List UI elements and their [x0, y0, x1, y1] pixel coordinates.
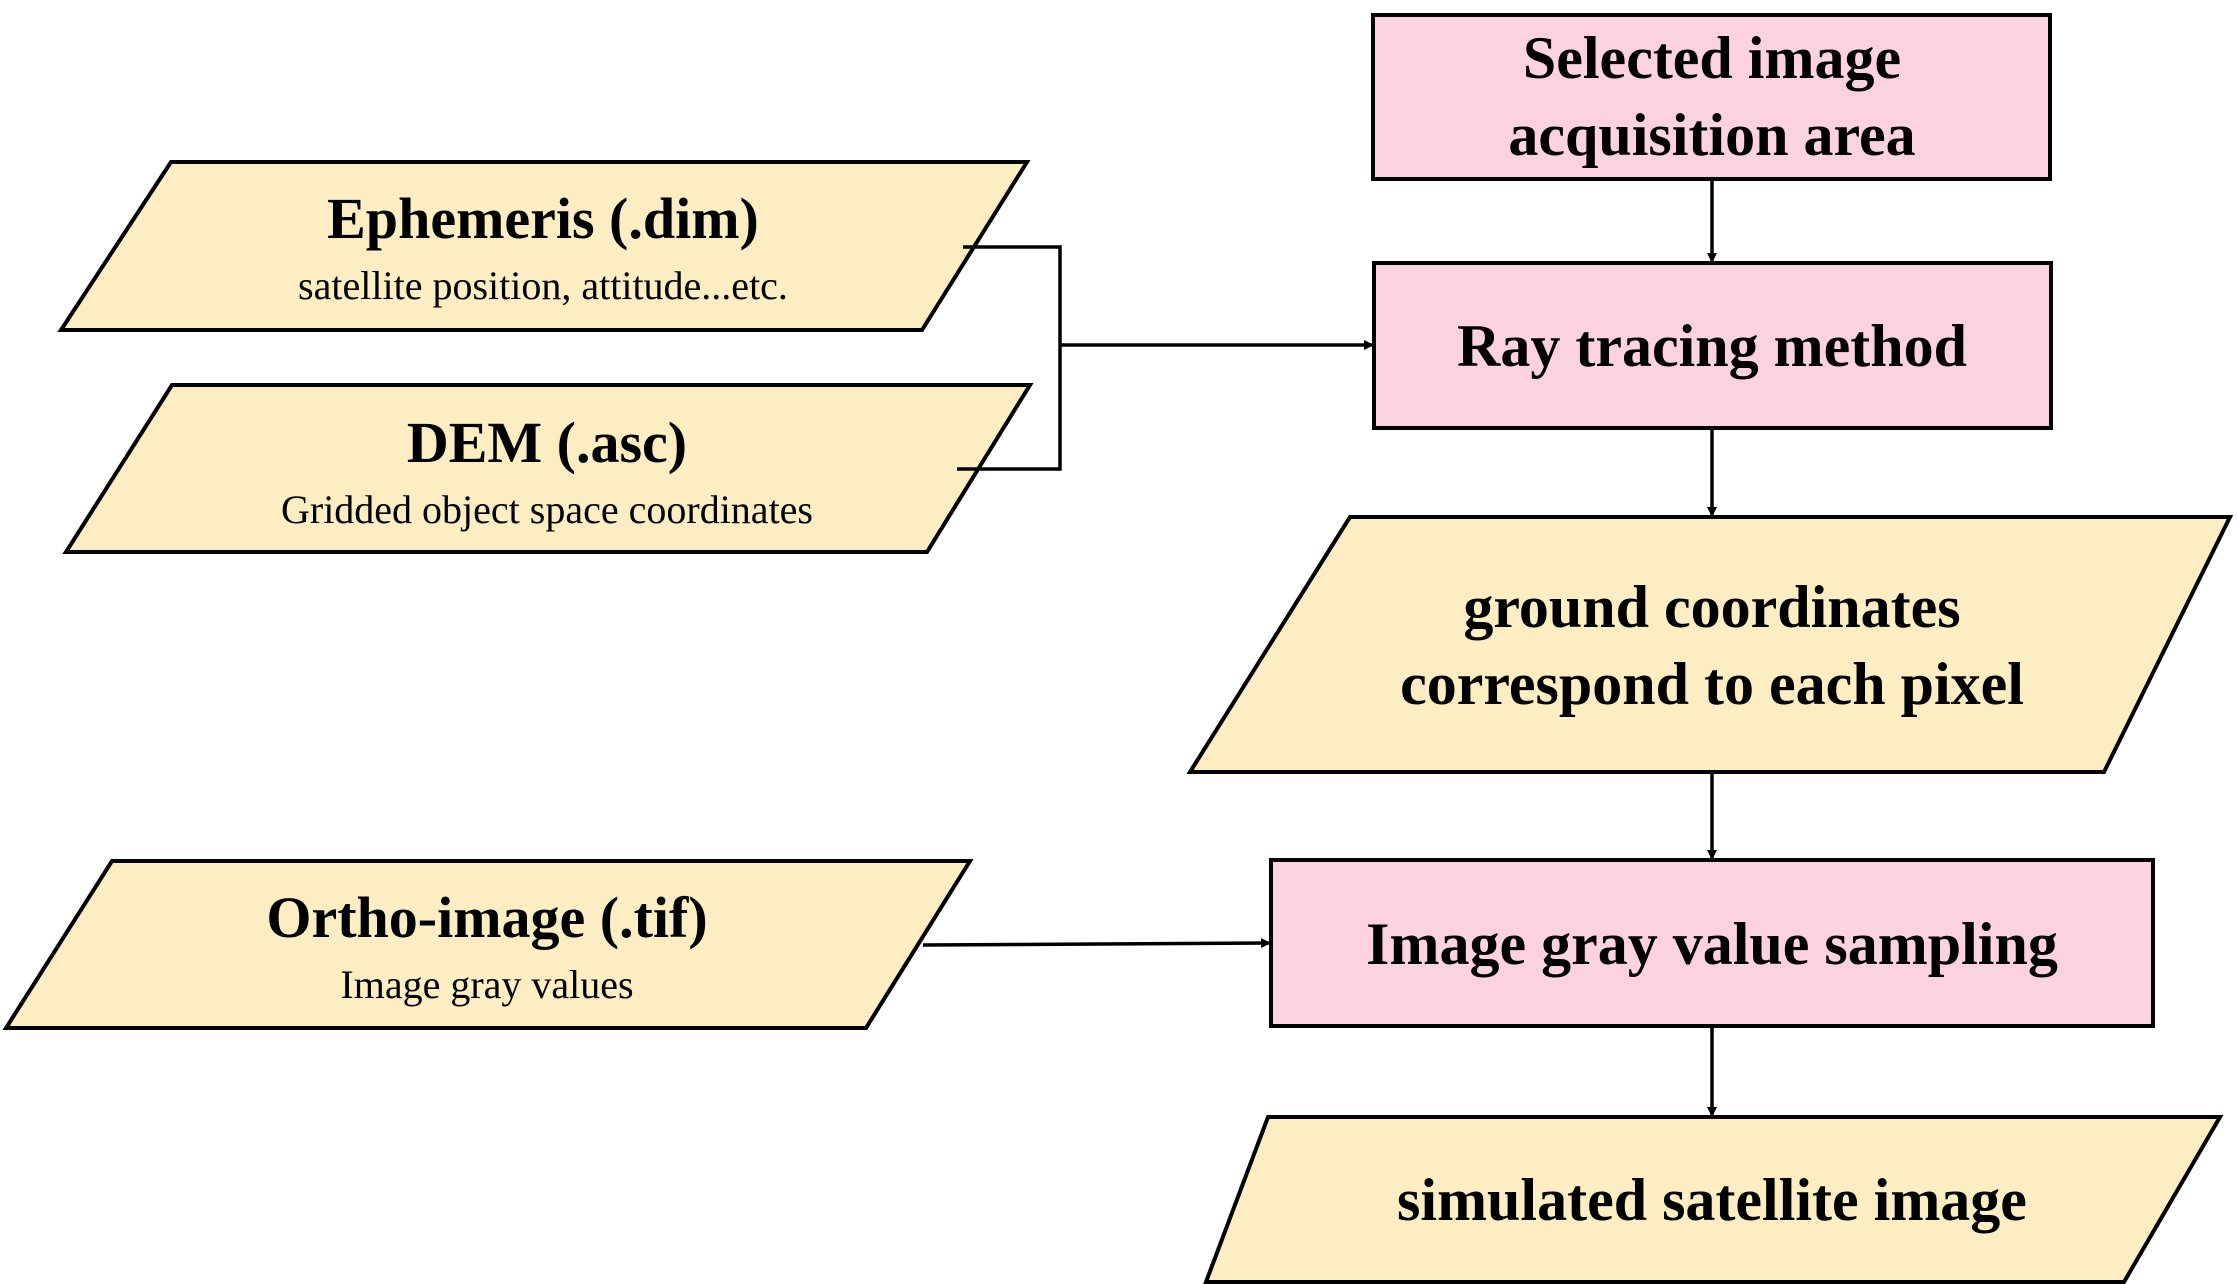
ortho-image-shape — [2, 859, 974, 1030]
dem-shape — [62, 383, 1034, 554]
simulated-image-output: simulated satellite image — [1203, 1115, 2224, 1284]
dem-subtitle: Gridded object space coordinates — [281, 487, 813, 532]
connectors — [922, 179, 1717, 1117]
gray-sampling-label: Image gray value sampling — [1366, 911, 2058, 977]
ephemeris-subtitle: satellite position, attitude...etc. — [298, 263, 788, 308]
gray-sampling-box: Image gray value sampling — [1269, 858, 2155, 1028]
simulated-image-label: simulated satellite image — [1397, 1167, 2027, 1233]
ortho-image-input: Ortho-image (.tif) Image gray values — [2, 859, 974, 1030]
arrow-ortho-to-sampling — [922, 938, 1271, 949]
ray-tracing-shape — [1372, 261, 2053, 430]
ray-tracing-label: Ray tracing method — [1457, 313, 1967, 379]
ephemeris-title: Ephemeris (.dim) — [327, 186, 759, 251]
ephemeris-dem-bracket — [957, 245, 1062, 471]
gray-sampling-shape — [1269, 858, 2155, 1028]
selected-area-line1: Selected image — [1523, 25, 1901, 91]
ground-coordinates-shape — [1186, 515, 2234, 774]
ortho-image-title: Ortho-image (.tif) — [266, 885, 707, 950]
selected-area-shape — [1371, 13, 2052, 181]
ephemeris-shape — [57, 160, 1031, 332]
dem-input: DEM (.asc) Gridded object space coordina… — [62, 383, 1034, 554]
ortho-image-subtitle: Image gray values — [340, 962, 633, 1007]
ground-coordinates-output: ground coordinates correspond to each pi… — [1186, 515, 2234, 774]
dem-title: DEM (.asc) — [407, 410, 687, 475]
ground-coordinates-line1: ground coordinates — [1463, 574, 1960, 640]
ground-coordinates-line2: correspond to each pixel — [1400, 651, 2024, 717]
selected-area-box: Selected image acquisition area — [1371, 13, 2052, 181]
ephemeris-input: Ephemeris (.dim) satellite position, att… — [57, 160, 1031, 332]
ray-tracing-box: Ray tracing method — [1372, 261, 2053, 430]
selected-area-line2: acquisition area — [1508, 102, 1915, 168]
simulated-image-shape — [1203, 1115, 2224, 1284]
